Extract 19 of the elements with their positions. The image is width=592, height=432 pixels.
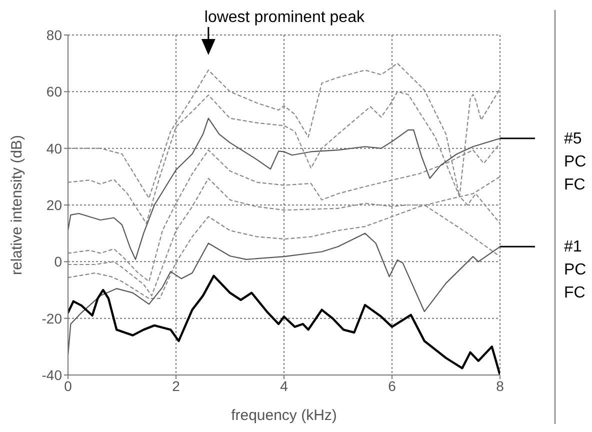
x-tick-label: 2 xyxy=(172,378,180,394)
y-tick-label: 0 xyxy=(54,254,62,270)
text: #1 PC FC xyxy=(564,238,586,302)
line-series xyxy=(68,232,500,356)
y-tick-label: 60 xyxy=(46,84,62,100)
line-series xyxy=(68,118,500,260)
x-tick-label: 8 xyxy=(496,378,504,394)
y-tick-label: -40 xyxy=(42,366,62,383)
text: #5 PC FC xyxy=(564,130,586,194)
text: lowest prominent peak xyxy=(204,9,366,26)
y-tick-label: -20 xyxy=(42,310,62,326)
y-tick-label: 40 xyxy=(46,140,62,156)
y-axis-title: relative intensity (dB) xyxy=(8,134,26,275)
y-tick-label: 20 xyxy=(46,196,62,213)
x-tick-label: 6 xyxy=(388,378,396,394)
x-tick-label: 4 xyxy=(280,378,288,394)
x-axis-title: frequency (kHz) xyxy=(231,407,337,424)
x-tick-label: 0 xyxy=(64,378,72,394)
y-tick-label: 80 xyxy=(46,26,62,43)
